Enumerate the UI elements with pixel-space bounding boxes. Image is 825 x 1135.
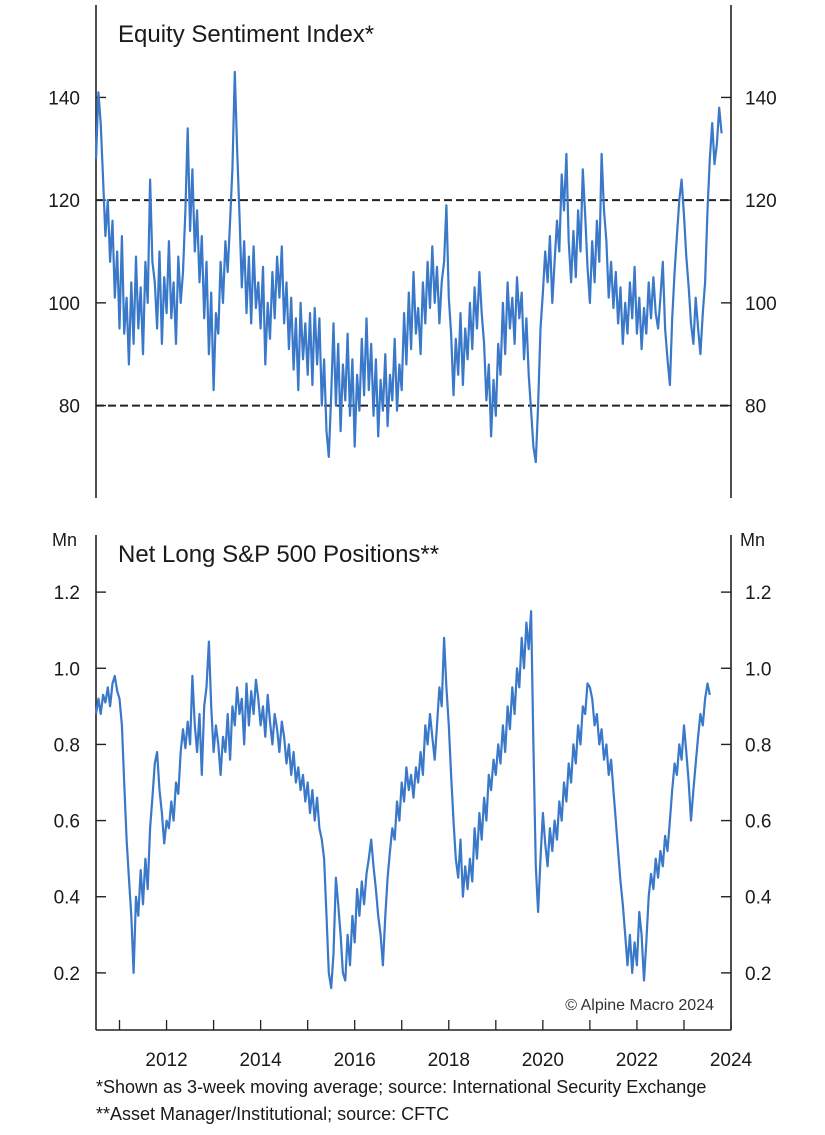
series-line-1 [94,70,723,464]
series-line-1 [94,610,711,990]
y-tick-label-left: 0.4 [54,888,81,909]
footnote-2: **Asset Manager/Institutional; source: C… [96,1104,450,1124]
y-tick-label-right: 0.2 [745,964,771,985]
panel-title: Net Long S&P 500 Positions** [118,541,439,568]
y-tick-label-left: 0.8 [54,735,80,756]
y-tick-label-right: 0.6 [745,812,771,833]
x-tick-label: 2022 [616,1050,658,1071]
y-tick-label-right: 120 [745,191,777,212]
y-tick-label-right: 0.4 [745,888,772,909]
y-tick-label-right: 0.8 [745,735,771,756]
y-tick-label-right: 80 [745,397,766,418]
x-tick-label: 2014 [239,1050,282,1071]
x-tick-label: 2020 [522,1050,564,1071]
y-tick-label-left: 80 [59,397,80,418]
x-axis-ticks: 2012 2014 2016 2018 2020 2022 2024 [118,1020,753,1071]
x-tick-label: 2016 [334,1050,376,1071]
panel-title: Equity Sentiment Index* [118,21,374,48]
chart-figure: 80 80 100 100 120 120 140 140 Equity Sentiment I… [48,5,777,1071]
y-tick-label-left: 1.2 [54,583,80,604]
y-tick-label-left: 120 [48,191,80,212]
panel-2: 0.2 0.2 0.4 0.4 0.6 0.6 0.8 0.8 1.0 1.0 1.2 1.2 Net … [52,530,772,1031]
y-tick-label-right: 100 [745,294,777,315]
y-tick-label-left: 1.0 [54,659,80,680]
unit-label-left: Mn [52,530,77,550]
x-tick-label: 2018 [428,1050,470,1071]
y-tick-label-left: 100 [48,294,80,315]
y-tick-label-right: 1.2 [745,583,771,604]
y-tick-label-right: 140 [745,88,777,109]
unit-label-right: Mn [740,530,765,550]
y-tick-label-left: 0.2 [54,964,80,985]
y-tick-label-right: 1.0 [745,659,771,680]
copyright-note: © Alpine Macro 2024 [565,997,714,1014]
y-tick-label-left: 0.6 [54,812,80,833]
panel-1: 80 80 100 100 120 120 140 140 Equity Sentiment I… [48,5,777,498]
x-tick-label: 2024 [710,1050,753,1071]
y-tick-label-left: 140 [48,88,80,109]
footnote-1: *Shown as 3-week moving average; source:… [96,1077,707,1097]
x-tick-label: 2012 [145,1050,187,1071]
